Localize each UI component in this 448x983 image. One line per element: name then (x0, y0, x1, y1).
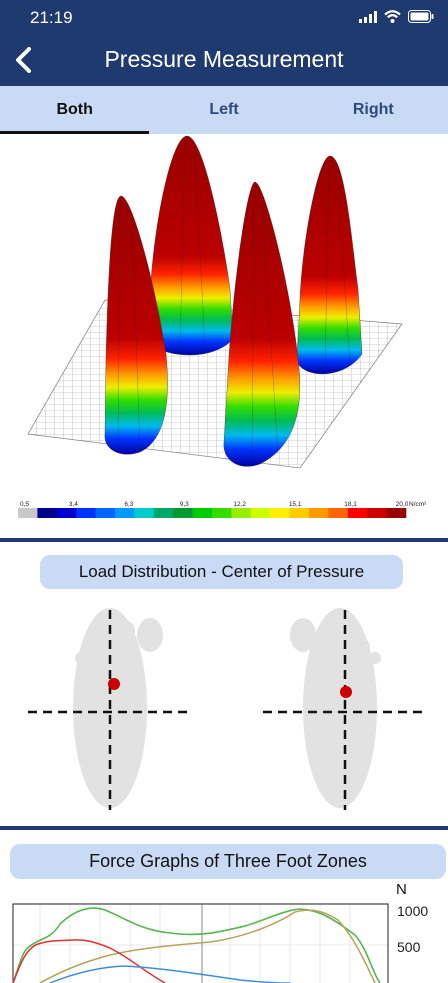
right-center-of-pressure-dot (340, 686, 352, 698)
pressure-peak-right-toe (296, 155, 363, 374)
scale-color-swatch (270, 508, 290, 518)
tab-both[interactable]: Both (0, 86, 150, 134)
scale-color-swatch (18, 508, 38, 518)
forefoot-force-curve (49, 965, 291, 983)
force-graph: N 1000 500 (12, 881, 428, 983)
scale-tick-label: 18,1 (344, 501, 357, 508)
tab-left[interactable]: Left (209, 101, 239, 118)
load-distribution-title: Load Distribution - Center of Pressure (40, 555, 403, 589)
pressure-peak-left-toe (149, 135, 234, 356)
pressure-peak-right-heel (223, 181, 300, 467)
heel-force-curve (12, 939, 166, 983)
force-tick-500: 500 (397, 939, 421, 955)
scale-color-swatch (367, 508, 387, 518)
total-force-curve (12, 907, 381, 983)
scale-color-swatch (212, 508, 232, 518)
force-tick-1000: 1000 (397, 903, 428, 919)
pressure-color-scale: 0,5 3,4 6,3 9,3 12,2 15,1 18,1 20,0 N/cm² (18, 501, 427, 518)
crosshair-lines (28, 610, 425, 810)
scale-tick-label: 6,3 (124, 501, 133, 508)
battery-icon (408, 10, 434, 23)
scale-color-swatch (328, 508, 349, 518)
scale-color-swatch (173, 508, 193, 518)
scale-tick-label: 0,5 (20, 501, 29, 508)
scale-color-swatch (153, 508, 174, 518)
wifi-icon (384, 10, 401, 23)
scale-color-swatch (231, 508, 252, 518)
scale-tick-label: 12,2 (233, 501, 246, 508)
status-bar: 21:19 (0, 0, 448, 34)
app-header: Pressure Measurement (0, 34, 448, 86)
graph-gridlines (13, 904, 388, 983)
signal-icon (359, 11, 377, 23)
status-time: 21:19 (30, 8, 73, 27)
scale-tick-label: 9,3 (180, 501, 189, 508)
force-unit-label: N (396, 881, 407, 898)
scale-color-swatch (76, 508, 96, 518)
midfoot-force-curve (39, 909, 376, 983)
scale-color-swatch (115, 508, 135, 518)
scale-color-swatch (347, 508, 368, 518)
left-foot (73, 608, 163, 808)
force-graphs-title: Force Graphs of Three Foot Zones (10, 844, 446, 879)
scale-color-swatch (289, 508, 310, 518)
mesh-lines (117, 141, 351, 465)
status-icons (359, 10, 434, 23)
back-button[interactable] (10, 44, 38, 76)
scale-color-swatch (134, 508, 155, 518)
scale-tick-label: 15,1 (289, 501, 302, 508)
left-center-of-pressure-dot (108, 678, 120, 690)
center-of-pressure-diagram (28, 608, 425, 810)
scale-unit-label: N/cm² (409, 501, 427, 508)
scale-color-swatch (250, 508, 271, 518)
section-divider-2 (0, 826, 448, 830)
scale-color-swatch (386, 508, 407, 518)
pressure-peak-left-heel (104, 195, 168, 455)
page-title: Pressure Measurement (104, 46, 344, 72)
chevron-left-icon (16, 47, 31, 73)
scale-color-swatch (56, 508, 77, 518)
scale-color-swatch (95, 508, 116, 518)
view-tabs: Both Left Right (0, 86, 448, 134)
tab-right[interactable]: Right (352, 101, 394, 118)
graph-frame (12, 903, 389, 983)
scale-color-swatch (309, 508, 329, 518)
scale-tick-label: 20,0 (396, 501, 409, 508)
section-divider (0, 538, 448, 542)
scale-color-swatch (192, 508, 213, 518)
scale-tick-label: 3,4 (69, 501, 78, 508)
scale-color-swatch (37, 508, 58, 518)
right-foot (290, 608, 381, 808)
pressure-3d-visualization (27, 135, 403, 469)
